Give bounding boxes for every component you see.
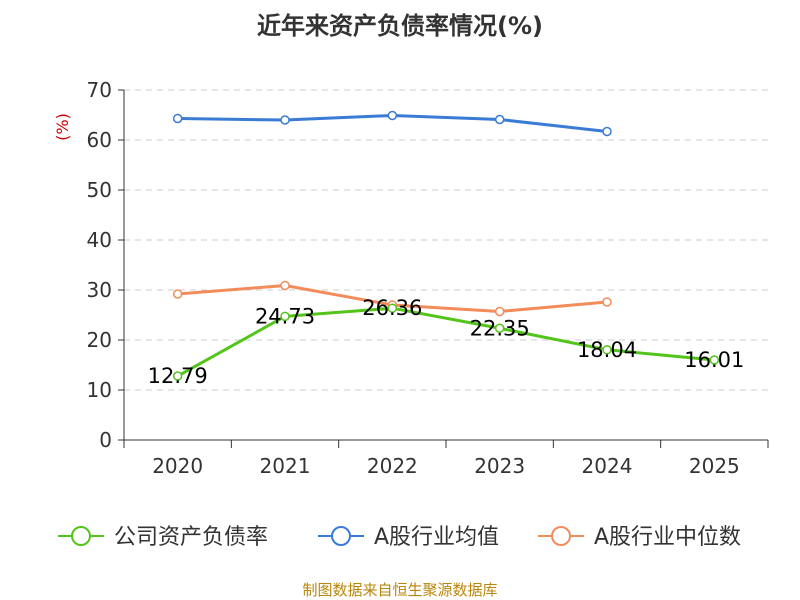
series-point — [602, 297, 612, 307]
series-point — [280, 280, 290, 291]
data-label: 26.36 — [362, 296, 422, 320]
legend-label: 公司资产负债率 — [114, 525, 268, 550]
x-tick-label: 2021 — [260, 454, 311, 478]
legend-marker — [71, 526, 91, 546]
data-label: 24.73 — [255, 304, 315, 328]
x-tick-label: 2025 — [689, 454, 740, 478]
legend-marker — [551, 526, 571, 546]
y-tick-label: 50 — [87, 178, 112, 202]
source-note: 制图数据来自恒生聚源数据库 — [302, 581, 498, 599]
y-tick-label: 40 — [87, 228, 112, 252]
chart-title: 近年来资产负债率情况(%) — [257, 12, 543, 40]
y-tick-label: 10 — [87, 378, 112, 402]
y-tick-label: 60 — [87, 128, 112, 152]
series-point — [387, 110, 398, 121]
series-point — [387, 303, 398, 313]
series-point — [494, 114, 505, 125]
series-point — [172, 289, 183, 299]
series-point — [172, 371, 183, 381]
series-point — [172, 113, 183, 124]
x-tick-label: 2024 — [582, 454, 633, 478]
data-label: 22.35 — [470, 316, 530, 340]
x-tick-label: 2020 — [152, 454, 203, 478]
legend-label: A股行业均值 — [374, 525, 499, 550]
y-axis-label: (%) — [53, 113, 72, 141]
legend-marker — [331, 526, 351, 546]
x-tick-label: 2023 — [474, 454, 525, 478]
series-point — [280, 311, 290, 322]
series-point — [280, 115, 290, 125]
y-tick-label: 30 — [87, 278, 112, 302]
data-label: 12.79 — [148, 364, 208, 388]
y-tick-label: 20 — [87, 328, 112, 352]
series-point — [494, 306, 505, 317]
series-point — [602, 345, 612, 355]
series-point — [494, 323, 505, 333]
data-label: 16.01 — [684, 348, 744, 372]
series-line — [176, 306, 715, 378]
data-label: 18.04 — [577, 338, 637, 362]
series-point — [602, 126, 612, 137]
series-point — [709, 355, 720, 365]
y-tick-label: 0 — [99, 428, 112, 452]
y-tick-label: 70 — [87, 78, 112, 102]
legend-label: A股行业中位数 — [594, 525, 741, 550]
x-tick-label: 2022 — [367, 454, 418, 478]
